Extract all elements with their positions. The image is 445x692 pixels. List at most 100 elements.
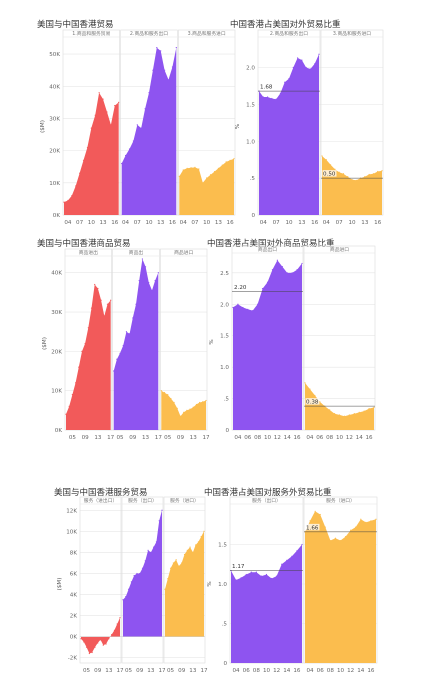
x-tick-label: 13 (157, 220, 165, 226)
data-point (203, 530, 205, 532)
annotation-background (305, 523, 320, 531)
data-point (179, 415, 182, 417)
annotation-background (305, 398, 320, 405)
data-point (192, 551, 194, 553)
data-point (164, 69, 166, 71)
data-point (338, 171, 340, 173)
data-point (158, 520, 160, 522)
series-area (64, 92, 119, 215)
data-point (270, 577, 273, 580)
y-tick-label: .5 (250, 176, 256, 182)
data-point (232, 306, 234, 309)
x-tick-label: 04 (233, 668, 241, 674)
data-point (255, 571, 257, 573)
data-point (296, 550, 298, 552)
data-point (375, 518, 377, 520)
data-point (167, 394, 169, 396)
data-point (81, 350, 83, 352)
panel-header: 商品进出 (79, 249, 98, 256)
data-point (364, 176, 366, 178)
data-point (125, 596, 127, 598)
data-point (65, 413, 67, 415)
panel-header: 服务（出口） (252, 497, 281, 504)
y-axis-label: ($M) (57, 578, 63, 591)
data-point (334, 168, 336, 170)
series-area (305, 511, 376, 663)
data-point (301, 543, 303, 546)
data-point (309, 520, 311, 522)
annotation-background (233, 283, 248, 291)
x-tick-label: 12 (274, 435, 281, 441)
data-point (164, 588, 166, 590)
data-point (108, 638, 110, 640)
data-point (75, 185, 77, 187)
data-point (373, 406, 375, 408)
panel-header: 商品出 (129, 249, 144, 256)
data-point (325, 159, 327, 161)
y-tick-label: 2.5 (220, 271, 229, 277)
x-tick-label: 04 (307, 668, 315, 674)
x-tick-label: 09 (136, 668, 144, 674)
data-point (314, 394, 316, 397)
x-tick-label: 10 (263, 668, 271, 674)
y-tick-label: 1.5 (218, 543, 227, 549)
data-point (63, 201, 65, 203)
x-tick-label: 12 (273, 668, 280, 674)
x-tick-label: 09 (82, 435, 90, 441)
data-point (240, 577, 242, 579)
panel-frame (163, 496, 206, 664)
data-point (206, 177, 208, 179)
data-point (102, 644, 104, 646)
panel-header: 商品出口 (258, 246, 277, 253)
data-point (167, 578, 169, 580)
data-point (85, 646, 88, 648)
x-tick-label: 07 (191, 220, 199, 226)
data-point (242, 306, 244, 309)
x-tick-label: 17 (200, 668, 208, 674)
data-point (140, 127, 142, 129)
x-tick-label: 16 (294, 435, 302, 441)
data-point (167, 79, 170, 81)
data-point (79, 172, 81, 174)
x-tick-label: 16 (293, 668, 301, 674)
chart-title: 中国香港占美国对服务外贸易比重 (204, 487, 332, 498)
data-point (247, 308, 249, 310)
data-point (271, 97, 273, 100)
data-point (309, 68, 312, 70)
data-point (276, 259, 278, 261)
data-point (141, 258, 143, 260)
data-point (170, 397, 172, 400)
y-tick-label: 6K (70, 571, 78, 577)
x-tick-label: 06 (317, 668, 325, 674)
chart-title: 美国与中国香港服务贸易 (54, 487, 148, 498)
series-area (322, 156, 382, 215)
data-point (88, 652, 90, 655)
data-point (181, 562, 183, 564)
data-point (136, 124, 138, 126)
y-tick-label: 40K (51, 271, 62, 277)
x-tick-label: 09 (177, 435, 185, 441)
data-point (100, 299, 102, 301)
y-tick-label: .5 (222, 622, 228, 628)
data-point (321, 155, 323, 157)
series-area (231, 544, 302, 663)
data-point (97, 287, 99, 290)
data-point (144, 560, 146, 562)
series-area (305, 382, 374, 430)
data-point (229, 159, 231, 161)
x-tick-label: 04 (306, 435, 314, 441)
series-area (165, 531, 204, 637)
x-tick-label: 04 (180, 220, 188, 226)
data-point (358, 411, 360, 413)
x-tick-label: 07 (336, 220, 344, 226)
y-tick-label: 10K (51, 389, 62, 395)
data-point (176, 407, 178, 409)
data-point (130, 581, 132, 583)
x-tick-label: 07 (134, 220, 142, 226)
y-tick-label: 20K (49, 149, 60, 155)
data-point (153, 546, 155, 548)
x-tick-label: 10 (337, 668, 345, 674)
data-point (381, 170, 383, 172)
data-point (195, 403, 198, 406)
